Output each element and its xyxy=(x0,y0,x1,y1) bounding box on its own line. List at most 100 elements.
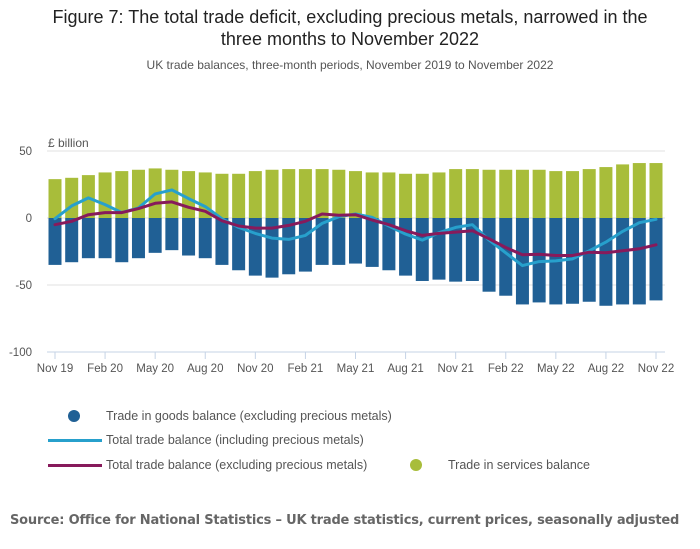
bar-goods[interactable] xyxy=(449,218,463,282)
bar-goods[interactable] xyxy=(482,218,496,292)
bar-services[interactable] xyxy=(399,173,413,218)
bar-services[interactable] xyxy=(549,171,563,218)
x-tick-label: Nov 19 xyxy=(37,363,73,375)
chart-title-line-2: three months to November 2022 xyxy=(220,29,480,49)
bar-goods[interactable] xyxy=(215,218,229,265)
bar-goods[interactable] xyxy=(365,218,379,267)
bar-goods[interactable] xyxy=(515,218,529,305)
bar-goods[interactable] xyxy=(81,218,95,259)
x-tick-label: May 20 xyxy=(136,363,174,375)
bar-goods[interactable] xyxy=(282,218,296,275)
bar-services[interactable] xyxy=(449,169,463,218)
bar-services[interactable] xyxy=(282,169,296,218)
x-tick-label: Nov 22 xyxy=(638,363,674,375)
lines xyxy=(53,188,658,268)
chart-subtitle: UK trade balances, three-month periods, … xyxy=(146,58,554,72)
chart-title-line-1: Figure 7: The total trade deficit, exclu… xyxy=(52,7,648,27)
y-tick-label: -100 xyxy=(9,347,32,359)
legend-label-goods: Trade in goods balance (excluding precio… xyxy=(106,409,392,423)
bar-goods[interactable] xyxy=(399,218,413,276)
y-axis-unit-label: £ billion xyxy=(48,136,89,150)
bar-services[interactable] xyxy=(248,171,262,218)
bar-goods[interactable] xyxy=(232,218,246,271)
bar-goods[interactable] xyxy=(148,218,162,253)
bar-goods[interactable] xyxy=(65,218,79,263)
bar-services[interactable] xyxy=(332,169,346,218)
bar-services[interactable] xyxy=(265,169,279,218)
bar-goods[interactable] xyxy=(349,218,362,264)
bar-services[interactable] xyxy=(298,169,312,218)
legend-dot-services-icon xyxy=(410,459,422,471)
bar-goods[interactable] xyxy=(499,218,513,296)
y-tick-label: -50 xyxy=(15,280,32,292)
bar-goods[interactable] xyxy=(48,218,62,265)
bar-services[interactable] xyxy=(499,169,513,218)
x-tick-label: Aug 20 xyxy=(187,363,223,375)
bar-goods[interactable] xyxy=(315,218,329,265)
bars xyxy=(48,163,663,306)
bar-services[interactable] xyxy=(515,169,529,218)
legend-item-total-excl[interactable]: Total trade balance (excluding precious … xyxy=(48,458,367,472)
bar-goods[interactable] xyxy=(332,218,346,265)
bar-goods[interactable] xyxy=(182,218,196,256)
bar-services[interactable] xyxy=(215,173,229,218)
legend-item-total-incl[interactable]: Total trade balance (including precious … xyxy=(48,433,364,447)
bar-services[interactable] xyxy=(532,169,546,218)
bar-services[interactable] xyxy=(165,169,179,218)
line-total-excluding-precious-metals[interactable] xyxy=(53,200,658,257)
bar-services[interactable] xyxy=(599,167,613,218)
bar-services[interactable] xyxy=(582,169,596,218)
axes: 50 0 -50 -100 Nov 19 Feb 20 May 20 Aug 20 Nov 20… xyxy=(9,146,674,375)
bar-goods[interactable] xyxy=(198,218,212,259)
legend-dot-goods-icon xyxy=(68,410,80,422)
bar-services[interactable] xyxy=(315,169,329,218)
bar-goods[interactable] xyxy=(632,218,646,305)
bar-goods[interactable] xyxy=(382,218,396,271)
legend-line-total-incl-icon xyxy=(48,438,102,442)
bar-goods[interactable] xyxy=(265,218,279,278)
bar-services[interactable] xyxy=(616,164,630,218)
x-tick-label: Nov 20 xyxy=(237,363,273,375)
bar-services[interactable] xyxy=(48,179,62,218)
bar-services[interactable] xyxy=(649,163,663,218)
bar-services[interactable] xyxy=(415,173,429,218)
source-note: Source: Office for National Statistics –… xyxy=(10,513,680,528)
bar-services[interactable] xyxy=(349,171,362,218)
y-tick-label: 0 xyxy=(26,213,32,225)
bar-goods[interactable] xyxy=(432,218,446,280)
bar-goods[interactable] xyxy=(115,218,129,263)
bar-services[interactable] xyxy=(65,177,79,218)
chart-title: Figure 7: The total trade deficit, exclu… xyxy=(0,6,700,50)
legend-label-total-incl: Total trade balance (including precious … xyxy=(106,433,364,447)
bar-services[interactable] xyxy=(632,163,646,218)
bar-goods[interactable] xyxy=(131,218,145,259)
legend-item-goods[interactable]: Trade in goods balance (excluding precio… xyxy=(68,409,392,423)
bar-goods[interactable] xyxy=(582,218,596,302)
x-tick-label: Aug 22 xyxy=(588,363,624,375)
bar-goods[interactable] xyxy=(415,218,429,281)
bar-services[interactable] xyxy=(566,171,580,218)
bar-goods[interactable] xyxy=(566,218,580,304)
bar-services[interactable] xyxy=(115,171,129,218)
bar-services[interactable] xyxy=(232,173,246,218)
legend-item-services[interactable]: Trade in services balance xyxy=(410,458,590,472)
x-tick-label: Aug 21 xyxy=(387,363,423,375)
bar-goods[interactable] xyxy=(599,218,613,306)
bar-services[interactable] xyxy=(432,172,446,218)
bar-goods[interactable] xyxy=(616,218,630,305)
x-tick-label: May 22 xyxy=(537,363,575,375)
x-tick-label: May 21 xyxy=(337,363,375,375)
bar-goods[interactable] xyxy=(649,218,663,301)
chart-plot: 50 0 -50 -100 Nov 19 Feb 20 May 20 Aug 20 Nov 20… xyxy=(9,136,674,375)
legend: Trade in goods balance (excluding precio… xyxy=(0,400,700,490)
x-tick-label: Feb 21 xyxy=(288,363,324,375)
bar-services[interactable] xyxy=(465,169,479,218)
bar-services[interactable] xyxy=(482,169,496,218)
legend-line-total-excl-icon xyxy=(48,463,102,467)
bar-services[interactable] xyxy=(382,172,396,218)
bar-goods[interactable] xyxy=(165,218,179,251)
bar-services[interactable] xyxy=(365,172,379,218)
bar-goods[interactable] xyxy=(98,218,112,259)
legend-label-services: Trade in services balance xyxy=(448,458,590,472)
bar-goods[interactable] xyxy=(298,218,312,272)
